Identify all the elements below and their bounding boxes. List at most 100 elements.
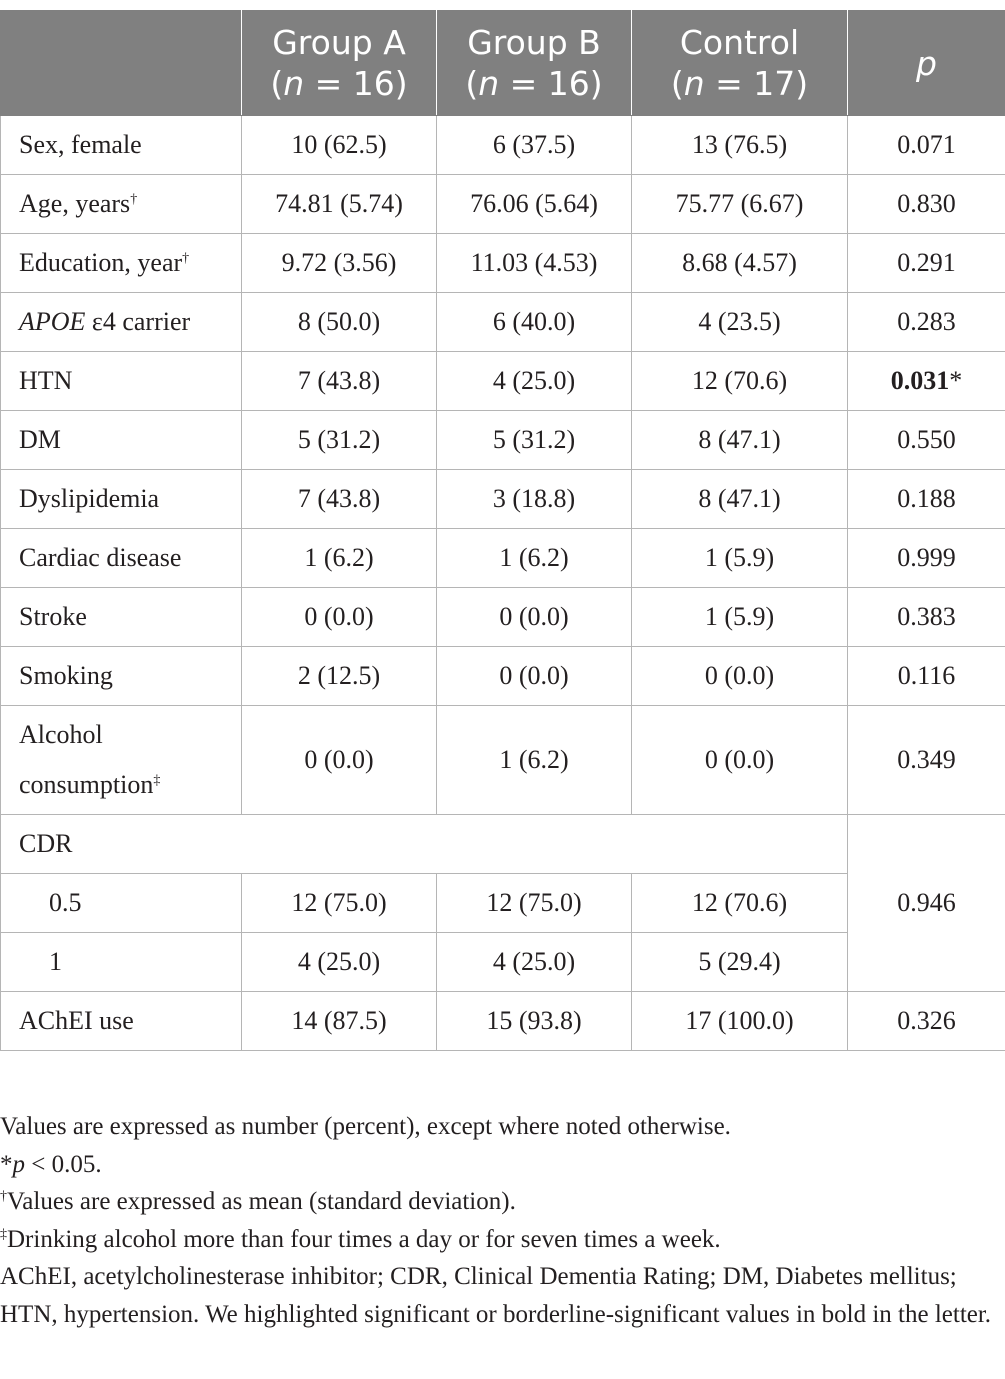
table-cell: 10 (62.5) [241,115,437,175]
table-cell: 0 (0.0) [241,587,437,647]
table-cell: 1 (6.2) [436,528,632,588]
table-cell: 0 (0.0) [631,705,848,815]
table-cell: 17 (100.0) [631,991,848,1051]
p-value-cell: 0.291 [847,233,1005,293]
p-value: 0.116 [897,661,956,690]
table-cell: 8 (47.1) [631,410,848,470]
table-cell: 5 (31.2) [241,410,437,470]
table-cell: 1 (5.9) [631,587,848,647]
table-cell: 1 (5.9) [631,528,848,588]
table-cell: 8 (50.0) [241,292,437,352]
table-cell: 12 (70.6) [631,873,848,933]
table-cell: 12 (75.0) [436,873,632,933]
row-label: Dyslipidemia [0,469,242,529]
label-text: AChEI use [19,1006,134,1035]
p-value: 0.383 [897,602,956,631]
column-n: = 17) [704,64,809,103]
label-footnote-mark: † [130,192,138,207]
row-label: 1 [0,932,242,992]
column-n: n [478,64,500,103]
label-text: Smoking [19,661,113,690]
table-row: Dyslipidemia 7 (43.8) 3 (18.8) 8 (47.1) 0.18… [0,469,1005,529]
header-cell [0,10,242,116]
table-cell: 4 (25.0) [436,932,632,992]
table-row: Stroke 0 (0.0) 0 (0.0) 1 (5.9) 0.383 [0,587,1005,647]
table-cell: 0 (0.0) [241,705,437,815]
p-value: 0.326 [897,1006,956,1035]
label-text: Cardiac disease [19,543,182,572]
table-row: Age, years† 74.81 (5.74) 76.06 (5.64) 75.77… [0,174,1005,234]
p-value: 0.291 [897,248,956,277]
label-text: DM [19,425,61,454]
p-value-cell: 0.830 [847,174,1005,234]
table-body: Sex, female 10 (62.5) 6 (37.5) 13 (76.5) 0.0… [0,115,1005,1051]
table-cell: 9.72 (3.56) [241,233,437,293]
table-cell: 0 (0.0) [436,587,632,647]
p-value: 0.550 [897,425,956,454]
p-value-cell: 0.349 [847,705,1005,815]
label-footnote-mark: † [182,251,190,266]
footnote-mark: * [0,1150,13,1178]
table-cell: 5 (31.2) [436,410,632,470]
table-cell: 12 (70.6) [631,351,848,411]
table-cell: 2 (12.5) [241,646,437,706]
table-cell: 0 (0.0) [631,646,848,706]
row-label: Alcohol consumption‡ [0,705,242,815]
column-label: Control [679,23,800,62]
table-cell: 0 (0.0) [436,646,632,706]
footnote: *p < 0.05. [0,1146,1000,1184]
row-label: APOE ε4 carrier [0,292,242,352]
table-cell: 74.81 (5.74) [241,174,437,234]
label-text: Education, year [19,248,183,277]
column-label: Group A [272,23,406,62]
p-note: * [949,366,963,395]
table-row: Education, year† 9.72 (3.56) 11.03 (4.53) 8… [0,233,1005,293]
label-text: Stroke [19,602,87,631]
label-text: Sex, female [19,130,142,159]
p-value: 0.830 [897,189,956,218]
label-italic: APOE [19,307,86,336]
p-value: 0.071 [897,130,956,159]
table-cell: 13 (76.5) [631,115,848,175]
p-value: 0.999 [897,543,956,572]
table-row: AChEI use 14 (87.5) 15 (93.8) 17 (100.0) 0.3… [0,991,1005,1051]
table-cell: 11.03 (4.53) [436,233,632,293]
header-cell: Control (n = 17) [631,10,848,116]
table-row: Sex, female 10 (62.5) 6 (37.5) 13 (76.5) 0.0… [0,115,1005,175]
column-n: n [283,64,305,103]
p-value-cell: 0.071 [847,115,1005,175]
table-cell: 4 (25.0) [241,932,437,992]
table-cell: 6 (40.0) [436,292,632,352]
table-row: Cardiac disease 1 (6.2) 1 (6.2) 1 (5.9) 0.99… [0,528,1005,588]
table-cell: 7 (43.8) [241,351,437,411]
row-label: HTN [0,351,242,411]
label-text: 0.5 [49,888,82,917]
table-cell: 75.77 (6.67) [631,174,848,234]
label-text: Alcohol consumption [19,720,154,799]
column-n: n [683,64,705,103]
column-label: p [916,43,937,83]
footnote: Values are expressed as number (percent)… [0,1108,1000,1146]
p-value-cell: 0.326 [847,991,1005,1051]
column-n: ( [670,64,684,103]
footnote-italic: p [12,1150,26,1178]
footnote-text: Values are expressed as number (percent)… [0,1113,731,1140]
footnote-text: < 0.05. [25,1150,102,1178]
row-label: Education, year† [0,233,242,293]
footnote: AChEI, acetylcholinesterase inhibitor; C… [0,1258,1000,1333]
table-row: APOE ε4 carrier 8 (50.0) 6 (40.0) 4 (23.5) 0… [0,292,1005,352]
table-cell: 76.06 (5.64) [436,174,632,234]
table-row: HTN 7 (43.8) 4 (25.0) 12 (70.6) 0.031* [0,351,1005,411]
row-label: Sex, female [0,115,242,175]
table-cell: 1 (6.2) [436,705,632,815]
p-value-cell: 0.550 [847,410,1005,470]
column-n: = 16) [304,64,408,103]
table-row: CDR 0.946 [0,814,1005,992]
footnotes: Values are expressed as number (percent)… [0,1108,1000,1333]
p-value: 0.031 [890,366,950,395]
p-value: 0.283 [897,307,956,336]
footnote-text: Values are expressed as mean (standard d… [7,1188,516,1215]
table-row: Smoking 2 (12.5) 0 (0.0) 0 (0.0) 0.116 [0,646,1005,706]
